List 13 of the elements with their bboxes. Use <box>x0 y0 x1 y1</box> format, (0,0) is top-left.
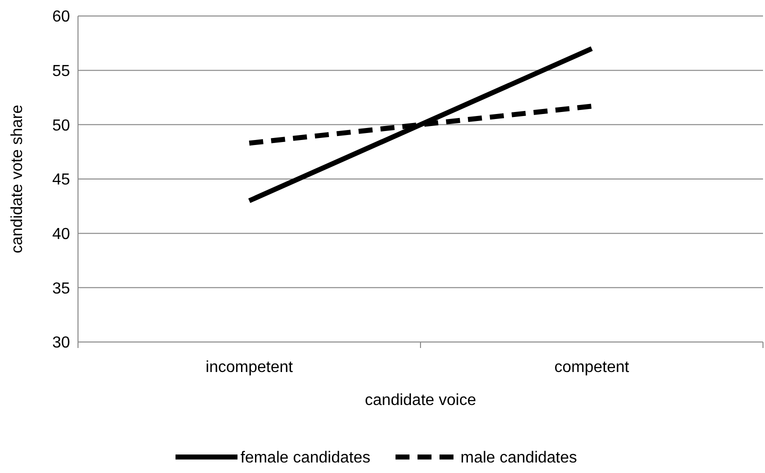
legend-label: male candidates <box>460 450 578 467</box>
legend-label: female candidates <box>240 450 370 467</box>
y-tick-label: 35 <box>52 280 70 298</box>
x-tick-label: incompetent <box>206 359 294 376</box>
y-tick-label: 45 <box>52 172 70 189</box>
y-tick-label: 50 <box>52 117 70 134</box>
y-axis-title: candidate vote share <box>9 104 26 254</box>
y-tick-label: 40 <box>52 226 70 243</box>
y-tick-label: 30 <box>52 334 70 352</box>
x-tick-label: competent <box>554 359 630 376</box>
x-axis-title: candidate voice <box>364 392 476 409</box>
y-tick-label: 55 <box>52 62 70 80</box>
y-tick-label: 60 <box>52 8 70 26</box>
